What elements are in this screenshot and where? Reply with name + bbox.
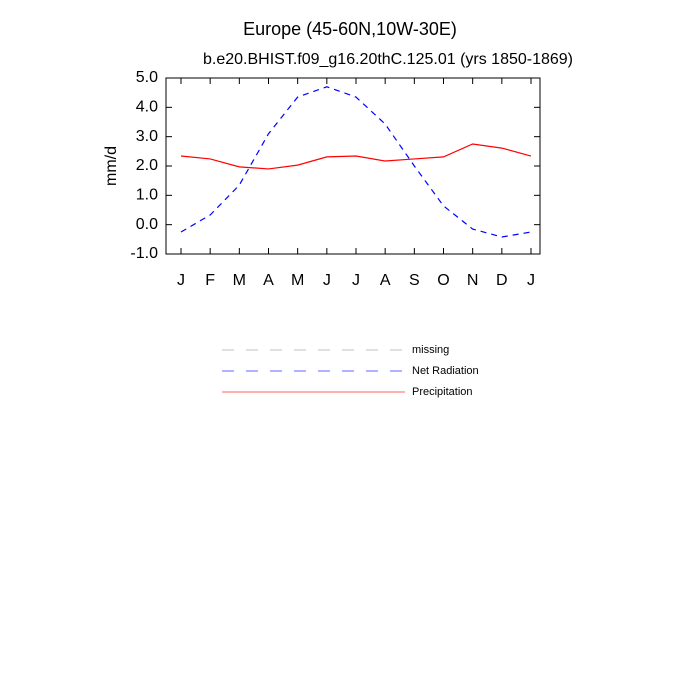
y-tick-label: 1.0 <box>136 187 158 204</box>
plot-frame <box>165 77 541 255</box>
chart-subtitle: b.e20.BHIST.f09_g16.20thC.125.01 (yrs 18… <box>203 51 573 68</box>
x-tick-label: F <box>205 272 215 289</box>
x-tick-label: D <box>496 272 508 289</box>
legend-label: Precipitation <box>412 386 473 398</box>
x-tick-label: J <box>527 272 535 289</box>
y-tick-label: 2.0 <box>136 157 158 174</box>
x-tick-label: J <box>177 272 185 289</box>
x-tick-label: J <box>323 272 331 289</box>
x-tick-label: O <box>437 272 449 289</box>
y-tick-label: 4.0 <box>136 99 158 116</box>
x-tick-label: M <box>233 272 246 289</box>
y-tick-label: 0.0 <box>136 216 158 233</box>
x-tick-label: A <box>380 272 391 289</box>
x-tick-label: S <box>409 272 420 289</box>
legend-label: Net Radiation <box>412 365 479 377</box>
y-axis-label: mm/d <box>103 146 120 186</box>
x-tick-label: M <box>291 272 304 289</box>
data-line <box>180 143 532 170</box>
x-tick-label: N <box>467 272 479 289</box>
data-line <box>180 86 532 238</box>
chart-title: Europe (45-60N,10W-30E) <box>243 19 457 39</box>
x-tick-label: A <box>263 272 274 289</box>
x-tick-label: J <box>352 272 360 289</box>
y-tick-label: 5.0 <box>136 69 158 86</box>
y-tick-label: 3.0 <box>136 128 158 145</box>
y-tick-label: -1.0 <box>130 245 158 262</box>
legend-label: missing <box>412 344 449 356</box>
